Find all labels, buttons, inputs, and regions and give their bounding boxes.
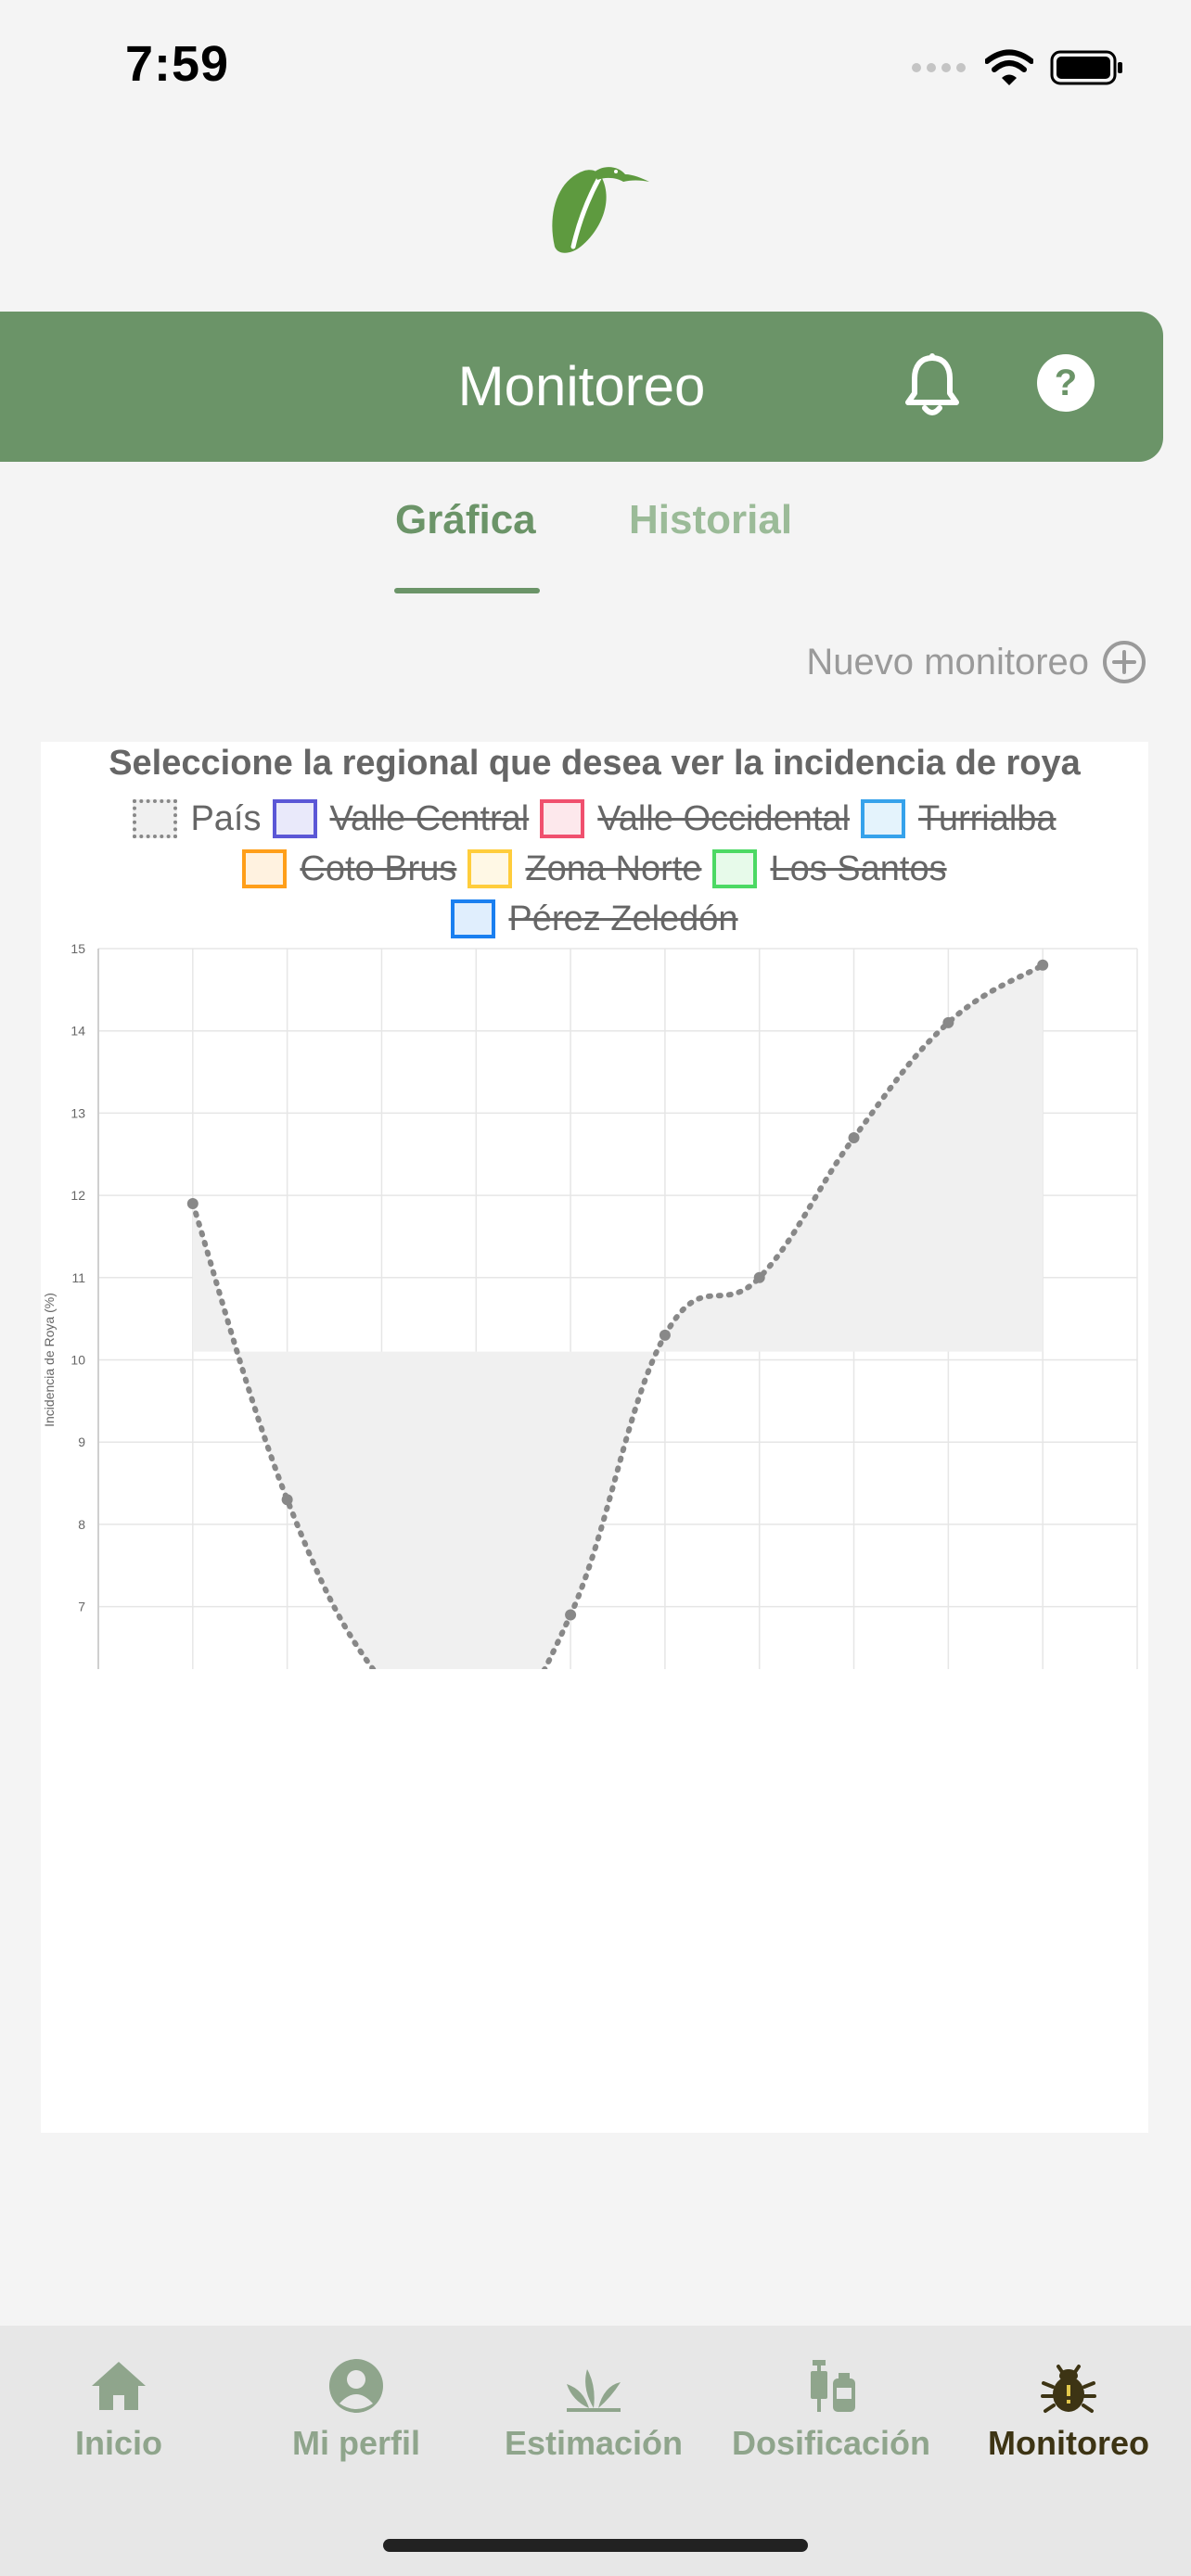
legend-label: Valle Occidental <box>597 798 851 838</box>
y-tick-label: 13 <box>70 1105 85 1120</box>
page-title: Monitoreo <box>457 355 706 417</box>
legend-swatch <box>861 799 906 838</box>
nav-item-inicio[interactable]: Inicio <box>0 2353 237 2463</box>
legend-label: País <box>190 798 262 838</box>
active-tab-indicator <box>394 588 540 593</box>
legend-item-los-santos[interactable]: Los Santos <box>712 848 947 889</box>
bell-icon[interactable] <box>902 352 963 421</box>
nav-label: Estimación <box>504 2424 684 2462</box>
status-icons <box>911 45 1124 91</box>
series-fill-area <box>192 964 1044 1669</box>
legend-label: Pérez Zeledón <box>508 899 738 938</box>
add-circle-icon <box>1103 641 1146 683</box>
svg-text:?: ? <box>1055 363 1077 403</box>
nav-item-dosificacion[interactable]: Dosificación <box>712 2353 950 2463</box>
legend-item-pais[interactable]: País <box>133 798 262 839</box>
nav-label: Monitoreo <box>988 2424 1149 2462</box>
wifi-icon <box>985 49 1033 85</box>
tab-historial[interactable]: Historial <box>629 497 793 542</box>
home-icon <box>92 2362 146 2410</box>
nav-label: Dosificación <box>731 2424 931 2462</box>
bottom-nav: Inicio Mi perfil Estimación <box>0 2326 1191 2576</box>
tab-grafica[interactable]: Gráfica <box>395 497 536 542</box>
legend-row: Pérez Zeledón <box>59 894 1130 944</box>
help-icon[interactable]: ? <box>1035 352 1096 414</box>
legend-label: Los Santos <box>770 848 947 888</box>
tabs: Gráfica Historial <box>0 497 1191 599</box>
legend-row: País Valle Central Valle Occidental Turr… <box>59 794 1130 844</box>
data-point <box>942 1016 954 1028</box>
legend-label: Zona Norte <box>525 848 702 888</box>
profile-icon <box>329 2359 383 2413</box>
battery-icon <box>1050 50 1122 85</box>
legend-swatch <box>712 849 758 888</box>
page-header: Monitoreo ? <box>0 312 1163 462</box>
nav-item-monitoreo[interactable]: Monitoreo <box>950 2353 1187 2463</box>
data-point <box>281 1494 293 1506</box>
legend-swatch <box>272 799 317 838</box>
legend-label: Coto Brus <box>300 848 457 888</box>
y-tick-label: 10 <box>70 1353 85 1368</box>
nav-item-mi-perfil[interactable]: Mi perfil <box>237 2353 475 2463</box>
incidence-chart: 56789101112131415EFMAMJJASONDMesesIncide… <box>42 941 1138 1669</box>
plant-icon <box>567 2369 621 2412</box>
app-logo-icon <box>552 167 649 253</box>
nav-item-estimacion[interactable]: Estimación <box>475 2353 712 2463</box>
legend-row: Coto Brus Zona Norte Los Santos <box>59 844 1130 894</box>
y-tick-label: 15 <box>70 941 85 956</box>
y-tick-label: 8 <box>78 1517 85 1532</box>
data-point <box>848 1132 860 1144</box>
series-line-pais <box>189 962 1046 1669</box>
chart-card: Seleccione la regional que desea ver la … <box>41 742 1148 2133</box>
home-indicator <box>383 2539 808 2552</box>
new-monitoring-label: Nuevo monitoreo <box>806 641 1089 682</box>
y-tick-label: 9 <box>78 1435 85 1449</box>
legend-item-perez-zeledon[interactable]: Pérez Zeledón <box>451 899 738 939</box>
legend-item-zona-norte[interactable]: Zona Norte <box>467 849 701 889</box>
legend-swatch <box>242 849 288 888</box>
legend-item-coto-brus[interactable]: Coto Brus <box>242 849 456 889</box>
chart-legend: País Valle Central Valle Occidental Turr… <box>59 794 1130 944</box>
nav-label: Inicio <box>74 2424 162 2462</box>
bug-icon <box>1041 2365 1096 2413</box>
data-point <box>186 1197 198 1209</box>
legend-label: Valle Central <box>329 798 530 838</box>
legend-swatch <box>451 899 496 938</box>
y-tick-label: 12 <box>70 1188 85 1203</box>
status-time: 7:59 <box>125 36 230 92</box>
dosage-icon <box>811 2360 855 2412</box>
data-point <box>1037 959 1049 971</box>
y-tick-label: 7 <box>78 1600 85 1614</box>
legend-swatch <box>540 799 585 838</box>
new-monitoring-button[interactable]: Nuevo monitoreo <box>806 640 1146 684</box>
y-axis-title: Incidencia de Roya (%) <box>42 1293 57 1427</box>
legend-item-valle-occidental[interactable]: Valle Occidental <box>540 799 850 839</box>
legend-swatch <box>133 799 178 838</box>
signal-icon <box>912 63 966 72</box>
y-tick-label: 11 <box>71 1270 85 1285</box>
chart-title: Seleccione la regional que desea ver la … <box>109 744 1081 783</box>
y-tick-label: 14 <box>70 1024 85 1039</box>
data-point <box>565 1609 577 1621</box>
nav-label: Mi perfil <box>291 2424 420 2462</box>
legend-label: Turrialba <box>918 798 1057 838</box>
data-point <box>753 1271 765 1283</box>
legend-swatch <box>467 849 513 888</box>
legend-item-valle-central[interactable]: Valle Central <box>272 798 530 839</box>
legend-item-turrialba[interactable]: Turrialba <box>861 799 1057 839</box>
data-point <box>659 1329 671 1341</box>
status-bar: 7:59 <box>0 0 1191 139</box>
